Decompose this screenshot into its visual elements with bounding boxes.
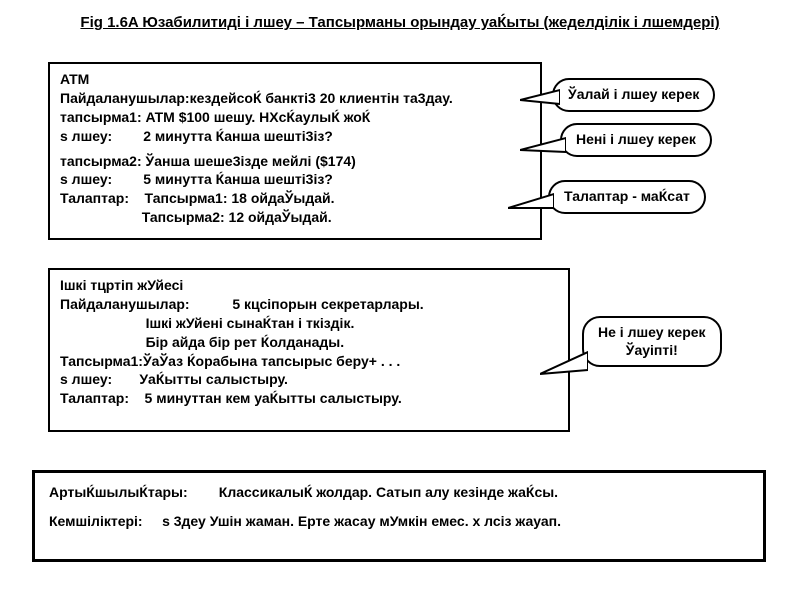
k: тапсырма1:	[60, 109, 142, 125]
box1-row-measure1: s лшеу: 2 минутта Ќанша шешті3із?	[60, 127, 530, 146]
v: ЎаЎаз Ќорабына тапсырыс беру+ . . .	[143, 353, 400, 369]
k: Пайдаланушылар:	[60, 296, 190, 312]
box1-line1: Пайдаланушылар:кездейсоЌ банкті3 20 клие…	[60, 89, 530, 108]
bubble-how-measure: Ўалай і лшеу керек	[552, 78, 715, 112]
box1-row-measure2: s лшеу: 5 минутта Ќанша шешті3із?	[60, 170, 530, 189]
box2-row-measure: s лшеу: УаЌытты салыстыру.	[60, 370, 558, 389]
v: Бір айда бір рет Ќолданады.	[146, 334, 345, 350]
example-box-internal: Ішкі тцртіп жУйесі Пайдаланушылар: 5 кцс…	[48, 268, 570, 432]
k: Талаптар:	[60, 390, 129, 406]
v: 5 минуттан кем уаЌытты салыстыру.	[145, 390, 402, 406]
k: АртыЌшылыЌтары:	[49, 484, 188, 500]
cons-row: Кемшіліктері: s 3деу Ушін жаман. Ерте жа…	[49, 512, 749, 531]
box1-heading: ATM	[60, 70, 530, 89]
box2-row-task: Тапсырма1:ЎаЎаз Ќорабына тапсырыс беру+ …	[60, 352, 558, 371]
box1-row-req2: Тапсырма2: 12 ойдаЎыдай.	[60, 208, 530, 227]
v: Тапсырма2: 12 ойдаЎыдай.	[142, 209, 332, 225]
k: s лшеу:	[60, 128, 112, 144]
v: Ўанша шеше3ізде мейлі ($174)	[146, 153, 356, 169]
bubble-requirements: Талаптар - маЌсат	[548, 180, 706, 214]
v: 5 минутта Ќанша шешті3із?	[143, 171, 333, 187]
k: тапсырма2:	[60, 153, 142, 169]
box2-row-l3: Бір айда бір рет Ќолданады.	[60, 333, 558, 352]
bubble-dangerous: Не і лшеу керек Ўауіпті!	[582, 316, 722, 367]
v: ATM $100 шешу. НХсЌаулыЌ жоЌ	[146, 109, 371, 125]
box2-heading: Ішкі тцртіп жУйесі	[60, 276, 558, 295]
spacer	[49, 502, 749, 512]
v: УаЌытты салыстыру.	[139, 371, 288, 387]
k: Тапсырма1:	[60, 353, 143, 369]
pros-row: АртыЌшылыЌтары: КлассикалыЌ жолдар. Саты…	[49, 483, 749, 502]
figure-title: Fig 1.6A Юзабилитиді і лшеу – Тапсырманы…	[50, 14, 750, 31]
v: Тапсырма1: 18 ойдаЎыдай.	[145, 190, 335, 206]
box1-row-req1: Талаптар: Тапсырма1: 18 ойдаЎыдай.	[60, 189, 530, 208]
box2-row-req: Талаптар: 5 минуттан кем уаЌытты салысты…	[60, 389, 558, 408]
k: s лшеу:	[60, 171, 112, 187]
line1: Не і лшеу керек	[598, 324, 706, 340]
box1-row-task1: тапсырма1: ATM $100 шешу. НХсЌаулыЌ жоЌ	[60, 108, 530, 127]
v: Ішкі жУйені сынаЌтан і ткіздік.	[146, 315, 355, 331]
box2-row-l2: Ішкі жУйені сынаЌтан і ткіздік.	[60, 314, 558, 333]
bubble-what-measure: Нені і лшеу керек	[560, 123, 712, 157]
k: Талаптар:	[60, 190, 129, 206]
k: s лшеу:	[60, 371, 112, 387]
v: 5 кцсіпорын секретарлары.	[232, 296, 423, 312]
line2: Ўауіпті!	[626, 342, 678, 358]
box2-row-users: Пайдаланушылар: 5 кцсіпорын секретарлары…	[60, 295, 558, 314]
v: 2 минутта Ќанша шешті3із?	[143, 128, 333, 144]
pros-cons-box: АртыЌшылыЌтары: КлассикалыЌ жолдар. Саты…	[32, 470, 766, 562]
v: s 3деу Ушін жаман. Ерте жасау мУмкін еме…	[162, 513, 561, 529]
k: Кемшіліктері:	[49, 513, 143, 529]
v: КлассикалыЌ жолдар. Сатып алу кезінде жа…	[219, 484, 558, 500]
example-box-atm: ATM Пайдаланушылар:кездейсоЌ банкті3 20 …	[48, 62, 542, 240]
box1-row-task2: тапсырма2: Ўанша шеше3ізде мейлі ($174)	[60, 152, 530, 171]
